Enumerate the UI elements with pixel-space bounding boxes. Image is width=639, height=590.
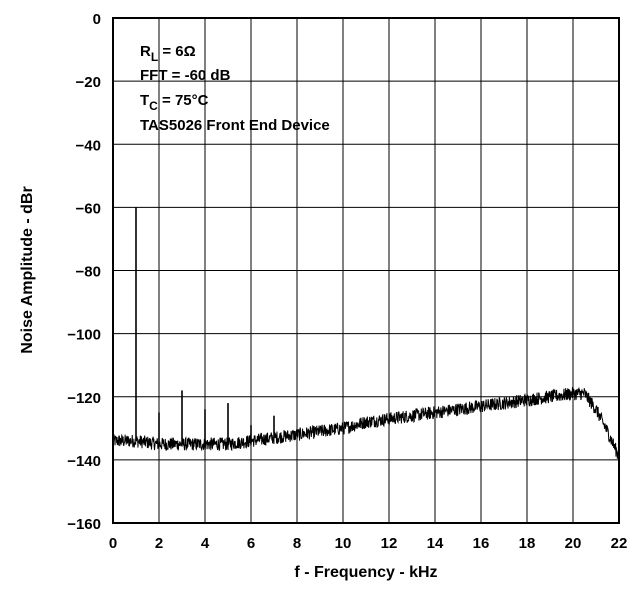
annotation-temp: TC = 75°C bbox=[140, 92, 209, 113]
x-axis-label: f - Frequency - kHz bbox=[294, 564, 437, 581]
x-tick-label: 10 bbox=[335, 535, 352, 552]
x-tick-label: 18 bbox=[519, 535, 536, 552]
tick-labels: 0 2 4 6 8 10 12 14 16 18 20 22 0 −20 −40 −60 −80 −100 −120… bbox=[67, 11, 627, 552]
annotation-fft: FFT = -60 dB bbox=[140, 67, 231, 84]
noise-series bbox=[112, 386, 620, 462]
x-tick-label: 12 bbox=[381, 535, 398, 552]
x-tick-label: 16 bbox=[473, 535, 490, 552]
plot-frame bbox=[112, 17, 620, 524]
y-tick-label: −80 bbox=[76, 264, 101, 281]
y-tick-label: −140 bbox=[67, 453, 101, 470]
x-tick-label: 4 bbox=[201, 535, 210, 552]
y-tick-label: −40 bbox=[76, 137, 101, 154]
y-tick-label: −20 bbox=[76, 74, 101, 91]
harmonic-spikes bbox=[135, 207, 275, 445]
x-tick-label: 2 bbox=[155, 535, 163, 552]
x-tick-label: 6 bbox=[247, 535, 255, 552]
annotation-device: TAS5026 Front End Device bbox=[140, 117, 330, 134]
noise-floor-line bbox=[112, 386, 620, 462]
annotation-block: RL = 6Ω FFT = -60 dB TC = 75°C TAS5026 F… bbox=[140, 43, 330, 134]
y-tick-label: 0 bbox=[93, 11, 101, 28]
y-axis-label: Noise Amplitude - dBr bbox=[19, 186, 36, 353]
annotation-load: RL = 6Ω bbox=[140, 43, 196, 64]
x-tick-label: 22 bbox=[611, 535, 628, 552]
x-tick-label: 0 bbox=[109, 535, 117, 552]
y-tick-label: −100 bbox=[67, 327, 101, 344]
x-tick-label: 8 bbox=[293, 535, 301, 552]
x-tick-label: 14 bbox=[427, 535, 444, 552]
y-tick-label: −60 bbox=[76, 200, 101, 217]
y-tick-label: −160 bbox=[67, 516, 101, 533]
y-tick-label: −120 bbox=[67, 390, 101, 407]
x-tick-label: 20 bbox=[565, 535, 582, 552]
